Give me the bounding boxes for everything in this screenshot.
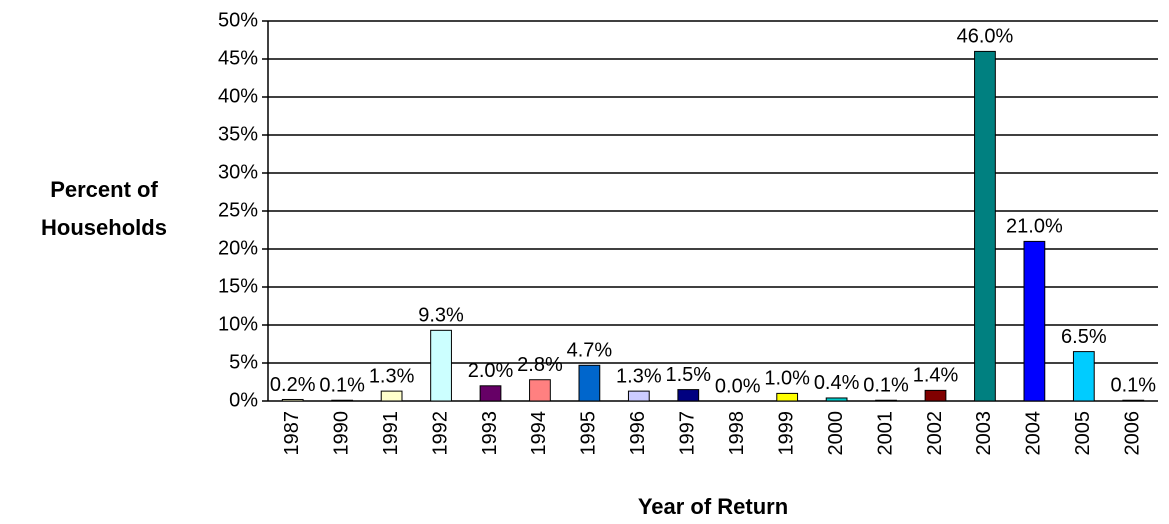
x-tick-label: 2004 [1023, 411, 1045, 456]
bar [578, 364, 601, 402]
x-tick-label: 1997 [677, 411, 699, 456]
data-label: 0.2% [270, 374, 316, 396]
x-tick-label: 2001 [874, 411, 896, 456]
bar [776, 392, 799, 402]
y-tick-label: 15% [218, 275, 258, 297]
x-tick-label: 2002 [924, 411, 946, 456]
data-label: 21.0% [1006, 216, 1063, 238]
data-label: 0.4% [814, 372, 860, 394]
bar [479, 385, 502, 402]
data-label: 0.1% [863, 375, 909, 397]
x-tick-label: 1990 [330, 411, 352, 456]
data-label: 2.8% [517, 354, 563, 376]
x-tick-label: 1991 [380, 411, 402, 456]
y-tick-label: 40% [218, 85, 258, 107]
bar [1072, 351, 1095, 402]
y-tick-label: 45% [218, 47, 258, 69]
x-tick-label: 2000 [825, 411, 847, 456]
x-tick-label: 1987 [281, 411, 303, 456]
y-tick-label: 0% [229, 389, 258, 411]
x-tick-label: 1999 [775, 411, 797, 456]
x-tick-label: 1994 [528, 411, 550, 456]
data-label: 1.0% [764, 368, 810, 390]
y-axis-title: Households [41, 215, 167, 240]
x-tick-label: 2005 [1072, 411, 1094, 456]
data-label: 1.5% [665, 364, 711, 386]
bar [924, 389, 947, 402]
x-tick-label: 1996 [627, 411, 649, 456]
bar [529, 379, 551, 402]
data-label: 2.0% [468, 360, 514, 382]
x-tick-label: 2003 [973, 411, 995, 456]
bar [1023, 240, 1046, 402]
y-tick-label: 30% [218, 161, 258, 183]
x-tick-label: 2006 [1122, 411, 1144, 456]
data-label: 4.7% [567, 340, 613, 362]
y-tick-label: 50% [218, 9, 258, 31]
bar [1122, 399, 1145, 402]
x-axis-title: Year of Return [638, 494, 788, 519]
data-label: 0.0% [715, 375, 761, 397]
data-label: 9.3% [418, 305, 464, 327]
data-label: 6.5% [1061, 326, 1107, 348]
y-tick-label: 5% [229, 351, 258, 373]
y-tick-label: 35% [218, 123, 258, 145]
y-tick-label: 20% [218, 237, 258, 259]
bar [825, 397, 848, 402]
data-label: 46.0% [957, 26, 1014, 48]
x-tick-label: 1992 [429, 411, 451, 456]
bar [331, 399, 354, 402]
data-label: 0.1% [1110, 375, 1156, 397]
y-tick-label: 25% [218, 199, 258, 221]
bar [430, 329, 452, 402]
x-tick-label: 1995 [578, 411, 600, 456]
bar [380, 390, 403, 402]
y-tick-label: 10% [218, 313, 258, 335]
bar [875, 399, 897, 402]
y-axis-title: Percent of [50, 177, 158, 202]
data-label: 0.1% [319, 375, 365, 397]
data-label: 1.3% [369, 365, 415, 387]
bar [677, 389, 700, 402]
bar [627, 390, 650, 402]
data-label: 1.3% [616, 365, 662, 387]
x-tick-label: 1998 [726, 411, 748, 456]
bar [281, 398, 304, 402]
data-label: 1.4% [913, 365, 959, 387]
x-tick-label: 1993 [479, 411, 501, 456]
bar [974, 50, 996, 402]
